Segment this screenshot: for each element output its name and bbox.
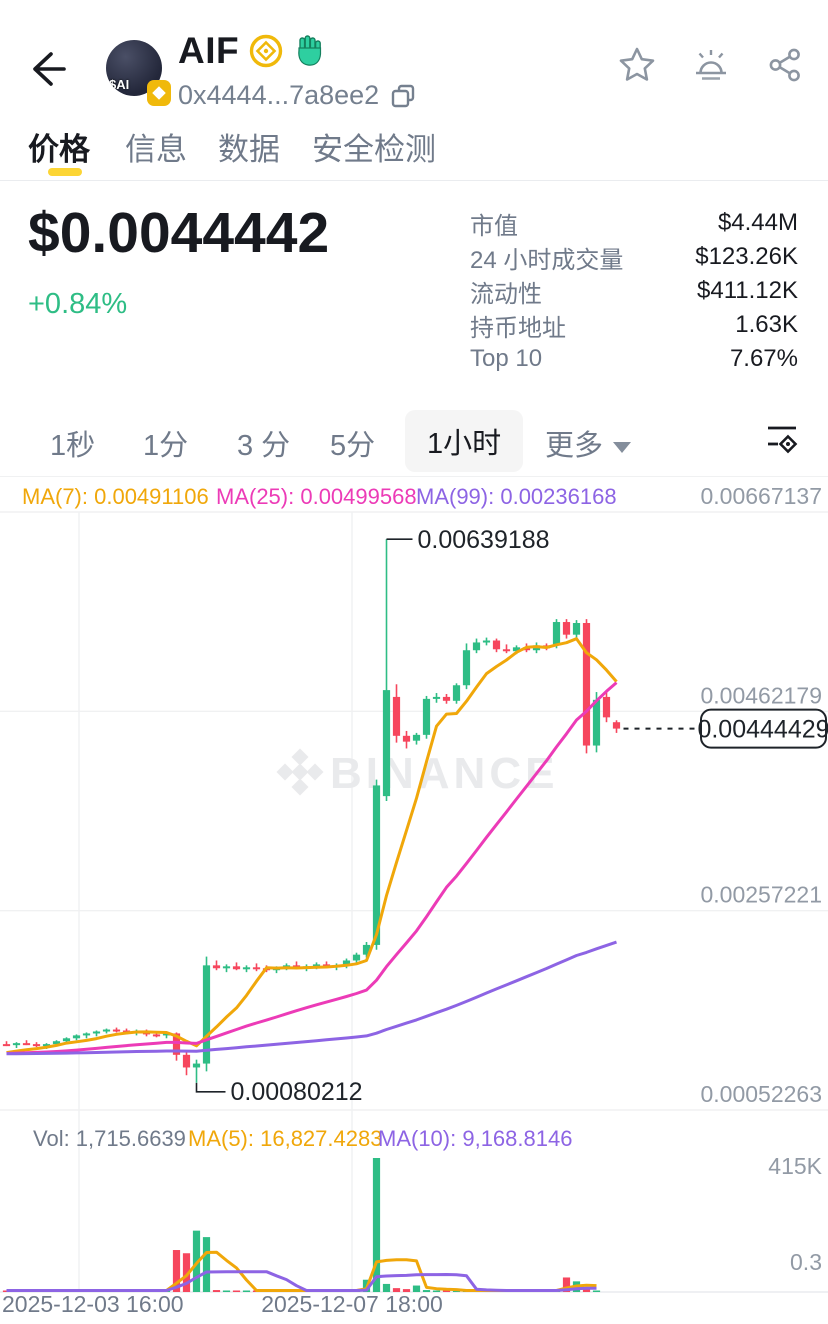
stat-row-3: 持币地址 1.63K bbox=[470, 308, 798, 342]
vol-ma-5-line bbox=[6, 1250, 597, 1292]
stat-label: Top 10 bbox=[470, 345, 543, 372]
ma7-label: MA(7): 0.00491106 bbox=[22, 484, 209, 509]
interval-5分[interactable]: 5分 bbox=[330, 430, 376, 462]
active-tab-underline bbox=[48, 168, 82, 176]
stat-row-0: 市值 $4.44M bbox=[470, 206, 798, 240]
stat-value: $4.44M bbox=[717, 209, 798, 236]
svg-text:0.00639188: 0.00639188 bbox=[418, 526, 550, 554]
svg-text:0.00080212: 0.00080212 bbox=[231, 1078, 363, 1106]
candles bbox=[2, 539, 621, 1083]
stat-row-2: 流动性 $411.12K bbox=[470, 274, 798, 308]
volume-label: Vol: 1,715.6639 bbox=[33, 1126, 186, 1151]
svg-text:0.00444429: 0.00444429 bbox=[697, 716, 828, 744]
stat-value: 7.67% bbox=[729, 345, 798, 372]
chart-area[interactable]: BINANCE 0.00667137 0.00462179 0.00257221 0.0… bbox=[0, 478, 828, 1324]
interval-更多[interactable]: 更多 bbox=[545, 422, 632, 464]
chevron-down-icon bbox=[613, 441, 632, 453]
interval-bar: 1秒 1分 3 分 5分 1小时 更多 bbox=[0, 404, 828, 477]
token-price: $0.0044442 bbox=[28, 201, 330, 265]
avatar-label: $AI bbox=[109, 77, 130, 92]
stat-value: $123.26K bbox=[695, 243, 798, 270]
stat-label: 持币地址 bbox=[470, 314, 566, 342]
header: $AI AIF bbox=[0, 14, 828, 114]
tab-1[interactable]: 信息 bbox=[125, 132, 187, 167]
interval-1小时[interactable]: 1小时 bbox=[405, 410, 524, 472]
avatar-image: $AI bbox=[106, 40, 162, 96]
stat-row-1: 24 小时成交量 $123.26K bbox=[470, 240, 798, 274]
stat-row-4: Top 10 7.67% bbox=[470, 342, 798, 376]
ma-25-line bbox=[6, 681, 618, 1055]
price-chart[interactable]: BINANCE0.006671370.004621790.002572210.0… bbox=[0, 478, 828, 1324]
stat-label: 市值 bbox=[470, 212, 518, 240]
tab-bar: 价格 信息 数据 安全检测 bbox=[0, 118, 828, 181]
title-block: AIF 0x4444...7a8ee2 bbox=[178, 30, 417, 111]
volume-ma5-label: MA(5): 16,827.4283 bbox=[188, 1126, 383, 1151]
ma-7-line bbox=[6, 637, 618, 1055]
ma-99-line bbox=[6, 940, 617, 1056]
copy-icon[interactable] bbox=[389, 82, 417, 110]
hand-emoji-icon bbox=[298, 35, 322, 66]
current-price-callout bbox=[700, 708, 827, 749]
token-name: AIF bbox=[178, 30, 240, 71]
tab-0[interactable]: 价格 bbox=[28, 132, 90, 167]
svg-text:2025-12-07 18:00: 2025-12-07 18:00 bbox=[261, 1291, 443, 1317]
stat-value: 1.63K bbox=[735, 311, 798, 338]
ma99-label: MA(99): 0.00236168 bbox=[416, 484, 617, 509]
svg-text:0.3: 0.3 bbox=[790, 1249, 822, 1275]
svg-text:BINANCE: BINANCE bbox=[330, 749, 558, 798]
svg-text:0.00667137: 0.00667137 bbox=[700, 483, 822, 509]
svg-text:415K: 415K bbox=[768, 1153, 822, 1179]
share-icon[interactable] bbox=[764, 44, 806, 86]
stat-value: $411.12K bbox=[697, 277, 798, 304]
volume-legend: Vol: 1,715.6639 MA(5): 16,827.4283 MA(10… bbox=[0, 1126, 828, 1154]
interval-3 分[interactable]: 3 分 bbox=[237, 430, 291, 462]
token-stats: 市值 $4.44M 24 小时成交量 $123.26K 流动性 $411.12K 持币地址 1… bbox=[470, 206, 798, 376]
price-section: $0.0044442 +0.84% 市值 $4.44M 24 小时成交量 $123.2… bbox=[0, 192, 828, 404]
vol-ma-10-line bbox=[6, 1270, 597, 1292]
gridlines bbox=[0, 511, 828, 1293]
tab-3[interactable]: 安全检测 bbox=[312, 132, 436, 167]
svg-text:0.00257221: 0.00257221 bbox=[700, 882, 822, 908]
stat-label: 24 小时成交量 bbox=[470, 246, 624, 274]
volume-ma10-label: MA(10): 9,168.8146 bbox=[378, 1126, 573, 1151]
indicator-settings-icon[interactable] bbox=[762, 418, 802, 458]
stat-label: 流动性 bbox=[470, 280, 542, 308]
interval-1秒[interactable]: 1秒 bbox=[50, 430, 96, 462]
axis-labels: 0.00667137 0.00462179 0.00257221 0.00052263… bbox=[2, 483, 823, 1317]
token-avatar: $AI bbox=[106, 40, 171, 106]
interval-1分[interactable]: 1分 bbox=[143, 430, 189, 462]
bnb-chain-badge-icon bbox=[147, 80, 171, 106]
contract-address[interactable]: 0x4444...7a8ee2 bbox=[178, 80, 380, 110]
price-change-badge: +0.84% bbox=[28, 288, 128, 320]
price-alert-icon[interactable] bbox=[690, 44, 732, 86]
ma-legend: MA(7): 0.00491106 MA(25): 0.00499568 MA(… bbox=[0, 484, 828, 512]
svg-text:0.00462179: 0.00462179 bbox=[700, 682, 822, 708]
verified-diamond-badge-icon bbox=[249, 34, 283, 68]
header-actions bbox=[616, 44, 806, 86]
svg-text:2025-12-03 16:00: 2025-12-03 16:00 bbox=[2, 1291, 184, 1317]
tab-2[interactable]: 数据 bbox=[218, 132, 280, 167]
svg-text:0.00052263: 0.00052263 bbox=[700, 1081, 822, 1107]
favorite-star-icon[interactable] bbox=[616, 44, 658, 86]
back-arrow-icon[interactable] bbox=[24, 46, 68, 90]
binance-watermark: BINANCE bbox=[276, 748, 558, 798]
annotations: 0.00639188 0.00080212 0.00444429 bbox=[195, 526, 828, 1106]
ma25-label: MA(25): 0.00499568 bbox=[216, 484, 417, 509]
volume-bars bbox=[2, 1158, 601, 1292]
